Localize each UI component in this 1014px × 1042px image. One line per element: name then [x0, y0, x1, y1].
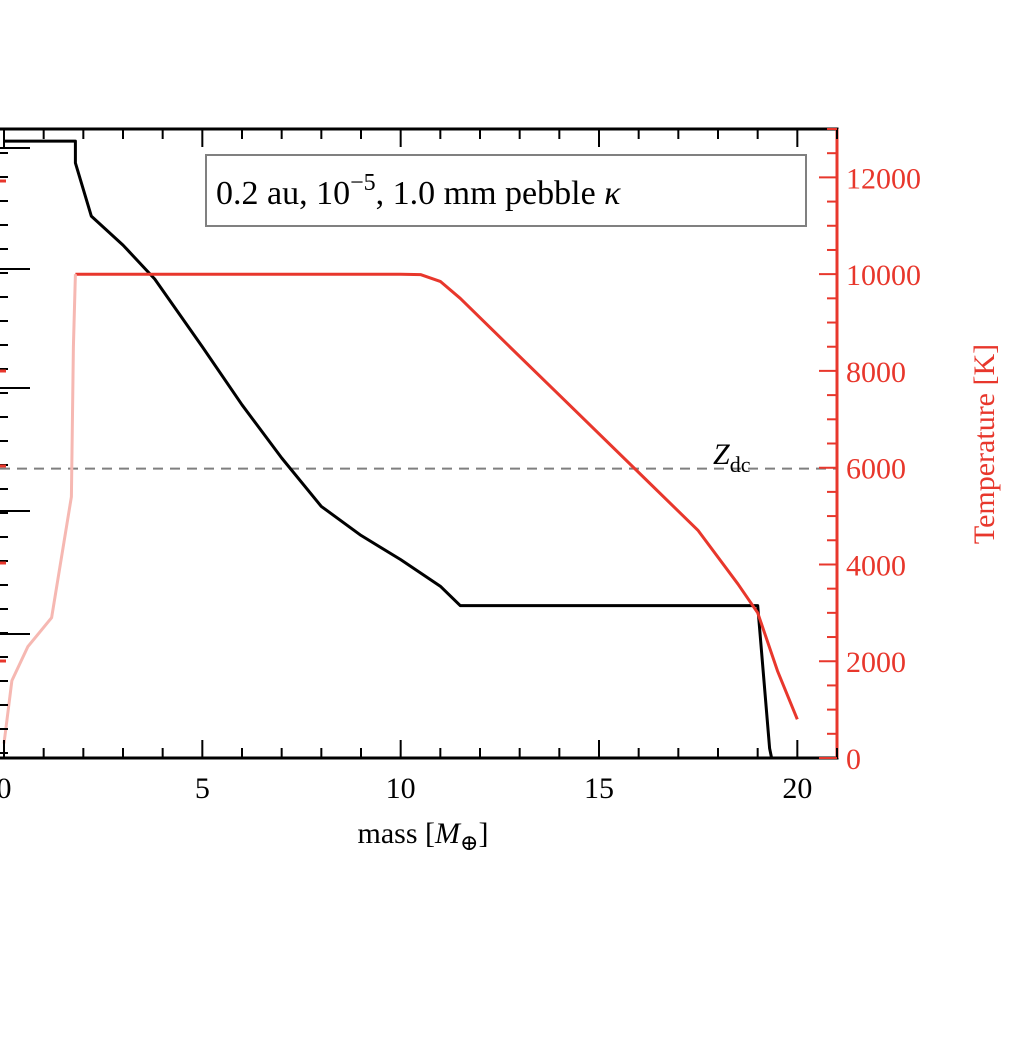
annotation-symbol: κ: [604, 175, 621, 212]
x-tick-label: 20: [782, 772, 812, 805]
annotation-box: [205, 154, 807, 227]
y2-tick-label: 2000: [846, 646, 906, 679]
x-axis-title-prefix: mass [: [358, 817, 436, 850]
annotation-alpha-exponent: −5: [350, 170, 376, 196]
series-line-2: [2, 274, 77, 744]
y2-tick-label: 10000: [846, 259, 921, 292]
annotation-text: 0.2 au, 10−5, 1.0 mm pebble κ: [216, 170, 621, 212]
x-tick-label: 5: [195, 772, 210, 805]
annotation-alpha: 10: [316, 175, 350, 212]
series-line-1: [75, 272, 799, 720]
y2-tick-label: 8000: [846, 356, 906, 389]
y2-axis-title: Temperature [K]: [968, 344, 1001, 544]
zdc-label: Zdc: [713, 438, 751, 477]
annotation-rest: , 1.0 mm pebble: [376, 175, 605, 212]
x-axis-title-subscript: ⊕: [460, 830, 478, 855]
y2-tick-label: 0: [846, 743, 861, 776]
x-tick-label: 10: [386, 772, 416, 805]
x-tick-label: 15: [584, 772, 614, 805]
x-axis-title-suffix: ]: [478, 817, 488, 850]
zdc-label-base: Z: [713, 438, 730, 471]
x-axis-title-symbol: M: [434, 817, 462, 850]
y2-tick-label: 4000: [846, 549, 906, 582]
y2-tick-label: 6000: [846, 453, 906, 486]
annotation-location: 0.2 au: [216, 175, 299, 212]
x-axis-title: mass [M⊕]: [358, 817, 489, 855]
series-line-0: [4, 139, 774, 758]
zdc-label-subscript: dc: [730, 452, 751, 477]
x-tick-label: 0: [0, 772, 12, 805]
y2-tick-label: 12000: [846, 162, 921, 195]
